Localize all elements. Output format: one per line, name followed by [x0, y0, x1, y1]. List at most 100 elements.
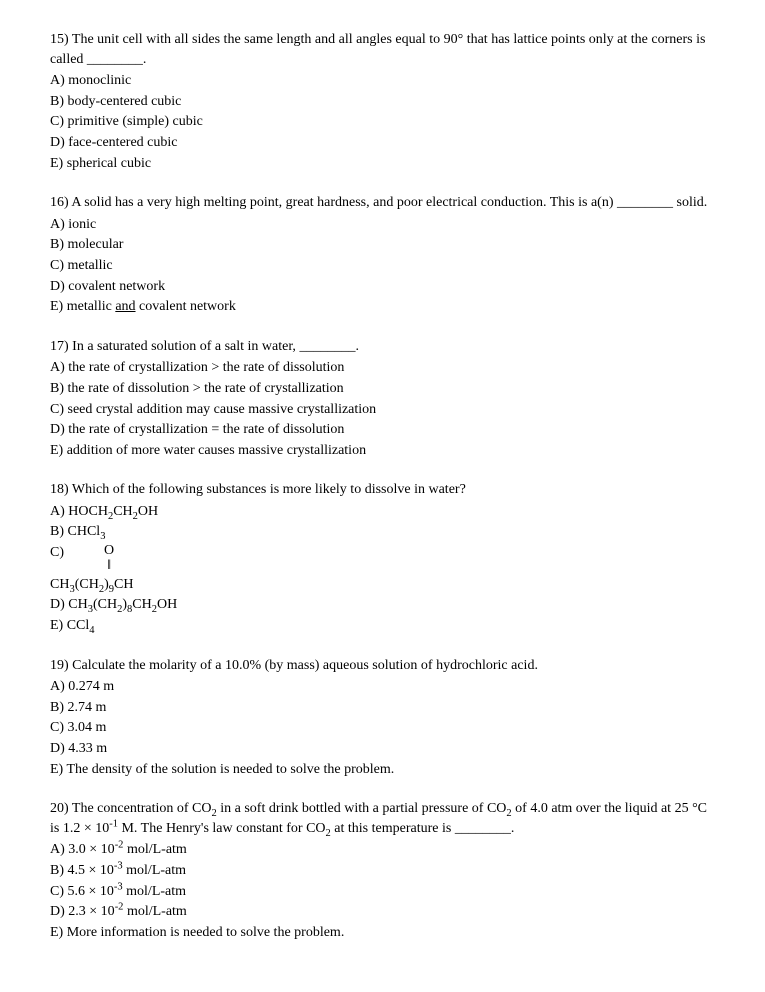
option: A) 0.274 m [50, 677, 715, 697]
option-label: E) [50, 156, 63, 171]
option-text: 3.04 m [68, 720, 107, 735]
option-label: B) [50, 94, 64, 109]
question: 17) In a saturated solution of a salt in… [50, 337, 715, 461]
option: E) metallic and covalent network [50, 297, 715, 317]
structural-formula: O‖ [104, 543, 114, 574]
option: B) the rate of dissolution > the rate of… [50, 379, 715, 399]
option-text: metallic and covalent network [67, 299, 236, 314]
option-text: covalent network [68, 279, 165, 294]
option: C) O‖ [50, 543, 715, 574]
blank: ________ [299, 337, 355, 357]
option-label: C) [50, 884, 64, 899]
option: A) monoclinic [50, 71, 715, 91]
option: A) the rate of crystallization > the rat… [50, 358, 715, 378]
option-label: B) [50, 700, 64, 715]
option-text: 2.74 m [68, 700, 107, 715]
option-text: the rate of dissolution > the rate of cr… [68, 381, 344, 396]
option-text: metallic [68, 258, 113, 273]
option: D) 4.33 m [50, 739, 715, 759]
blank: ________ [87, 50, 143, 70]
option-label: A) [50, 360, 65, 375]
option-text: 4.5 × 10-3 mol/L-atm [68, 863, 187, 878]
option: E) addition of more water causes massive… [50, 441, 715, 461]
option: C) 3.04 m [50, 718, 715, 738]
option-label: A) [50, 842, 65, 857]
question-number: 19) [50, 658, 69, 673]
option: A) 3.0 × 10-2 mol/L-atm [50, 840, 715, 860]
question: 19) Calculate the molarity of a 10.0% (b… [50, 656, 715, 780]
option-label: E) [50, 762, 63, 777]
option-text: seed crystal addition may cause massive … [68, 402, 377, 417]
option-text: molecular [68, 237, 124, 252]
option-text: CH3(CH2)8CH2OH [68, 597, 177, 612]
option: C) 5.6 × 10-3 mol/L-atm [50, 882, 715, 902]
option-text: 2.3 × 10-2 mol/L-atm [68, 904, 187, 919]
option-text: face-centered cubic [68, 135, 177, 150]
option: B) body-centered cubic [50, 92, 715, 112]
option-label: D) [50, 422, 65, 437]
question-number: 18) [50, 482, 69, 497]
question: 18) Which of the following substances is… [50, 480, 715, 635]
option-label: B) [50, 237, 64, 252]
option-label: A) [50, 504, 65, 519]
option-text: The density of the solution is needed to… [66, 762, 394, 777]
option-label: D) [50, 597, 65, 612]
option-text: spherical cubic [67, 156, 151, 171]
option: D) face-centered cubic [50, 133, 715, 153]
option-text: 3.0 × 10-2 mol/L-atm [68, 842, 187, 857]
option-label: B) [50, 381, 64, 396]
option-text: 5.6 × 10-3 mol/L-atm [68, 884, 187, 899]
option-label: E) [50, 299, 63, 314]
question-text: 18) Which of the following substances is… [50, 480, 715, 500]
option: D) 2.3 × 10-2 mol/L-atm [50, 902, 715, 922]
option: E) More information is needed to solve t… [50, 923, 715, 943]
option-label: C) [50, 258, 64, 273]
option-label: D) [50, 135, 65, 150]
option-label: C) [50, 545, 64, 560]
option-text: primitive (simple) cubic [68, 114, 203, 129]
option-text: CHCl3 [68, 524, 106, 539]
question-text: 15) The unit cell with all sides the sam… [50, 30, 715, 69]
option: D) covalent network [50, 277, 715, 297]
option: D) CH3(CH2)8CH2OH [50, 595, 715, 615]
question-text: 20) The concentration of CO2 in a soft d… [50, 799, 715, 838]
option-label: E) [50, 443, 63, 458]
option: E) spherical cubic [50, 154, 715, 174]
option-label: A) [50, 217, 65, 232]
option: A) HOCH2CH2OH [50, 502, 715, 522]
option: A) ionic [50, 215, 715, 235]
question: 20) The concentration of CO2 in a soft d… [50, 799, 715, 942]
option: C) seed crystal addition may cause massi… [50, 400, 715, 420]
question-number: 15) [50, 32, 69, 47]
option: E) CCl4 [50, 616, 715, 636]
option: C) primitive (simple) cubic [50, 112, 715, 132]
option: C) metallic [50, 256, 715, 276]
option-text: 0.274 m [68, 679, 114, 694]
question: 15) The unit cell with all sides the sam… [50, 30, 715, 173]
option-text: the rate of crystallization = the rate o… [68, 422, 344, 437]
option-label: A) [50, 73, 65, 88]
question-text: 17) In a saturated solution of a salt in… [50, 337, 715, 357]
option: CH3(CH2)9CH [50, 575, 715, 595]
option: B) CHCl3 [50, 522, 715, 542]
option-text: HOCH2CH2OH [68, 504, 158, 519]
question-number: 16) [50, 195, 69, 210]
option-label: C) [50, 720, 64, 735]
option-text: ionic [68, 217, 96, 232]
option-label: E) [50, 618, 63, 633]
option-text: monoclinic [68, 73, 131, 88]
option: B) molecular [50, 235, 715, 255]
option-text: the rate of crystallization > the rate o… [68, 360, 344, 375]
option: B) 2.74 m [50, 698, 715, 718]
option-label: D) [50, 279, 65, 294]
option-text: More information is needed to solve the … [67, 925, 345, 940]
option-text: 4.33 m [68, 741, 107, 756]
blank: ________ [455, 819, 511, 839]
question-number: 17) [50, 339, 69, 354]
option-text: addition of more water causes massive cr… [67, 443, 366, 458]
option-label: E) [50, 925, 63, 940]
option-text: body-centered cubic [68, 94, 182, 109]
questions-container: 15) The unit cell with all sides the sam… [50, 30, 715, 942]
question: 16) A solid has a very high melting poin… [50, 193, 715, 317]
option-label: B) [50, 524, 64, 539]
